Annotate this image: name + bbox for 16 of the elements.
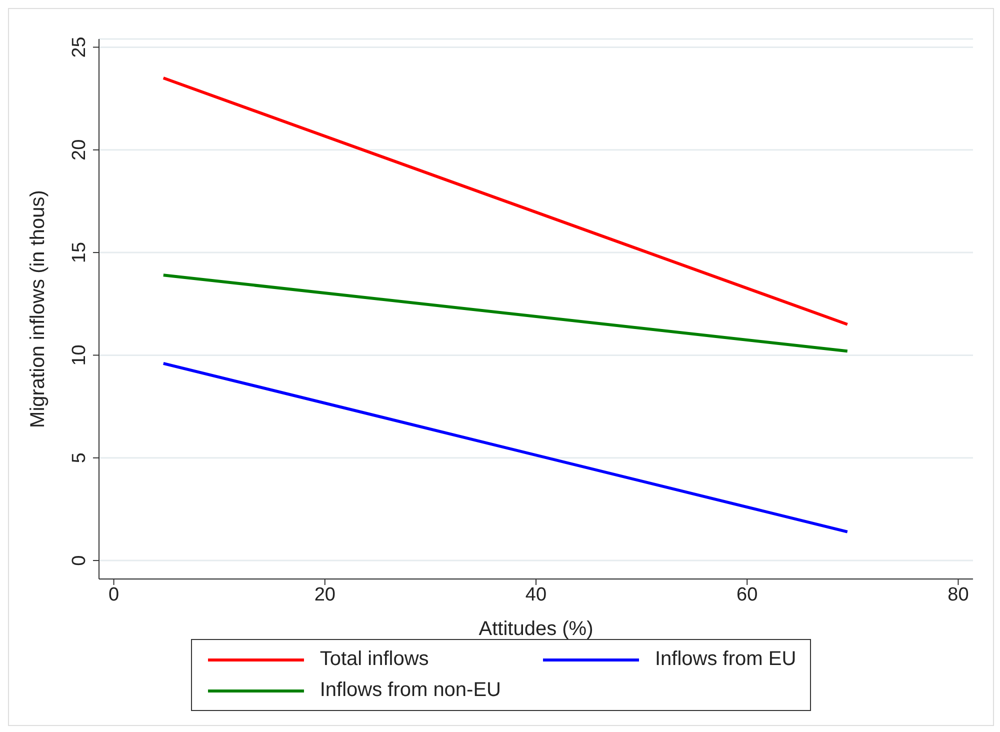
x-tick-label: 20: [314, 584, 336, 606]
y-tick-label: 25: [69, 36, 90, 58]
y-tick-label: 15: [69, 242, 90, 264]
x-tick-label: 80: [948, 584, 969, 606]
y-tick-label: 10: [69, 344, 90, 366]
y-tick-label: 5: [69, 452, 90, 464]
x-tick-label: 60: [736, 584, 758, 606]
x-tick-label: 0: [108, 584, 120, 606]
y-tick-label: 20: [69, 139, 90, 160]
legend-label: Inflows from non-EU: [320, 679, 501, 702]
y-tick-label: 0: [69, 555, 90, 566]
x-tick-label: 40: [525, 584, 547, 606]
legend-label: Total inflows: [320, 648, 429, 671]
x-axis-title: Attitudes (%): [478, 618, 594, 640]
legend-label: Inflows from EU: [655, 648, 796, 671]
y-axis-title: Migration inflows (in thous): [27, 190, 50, 428]
